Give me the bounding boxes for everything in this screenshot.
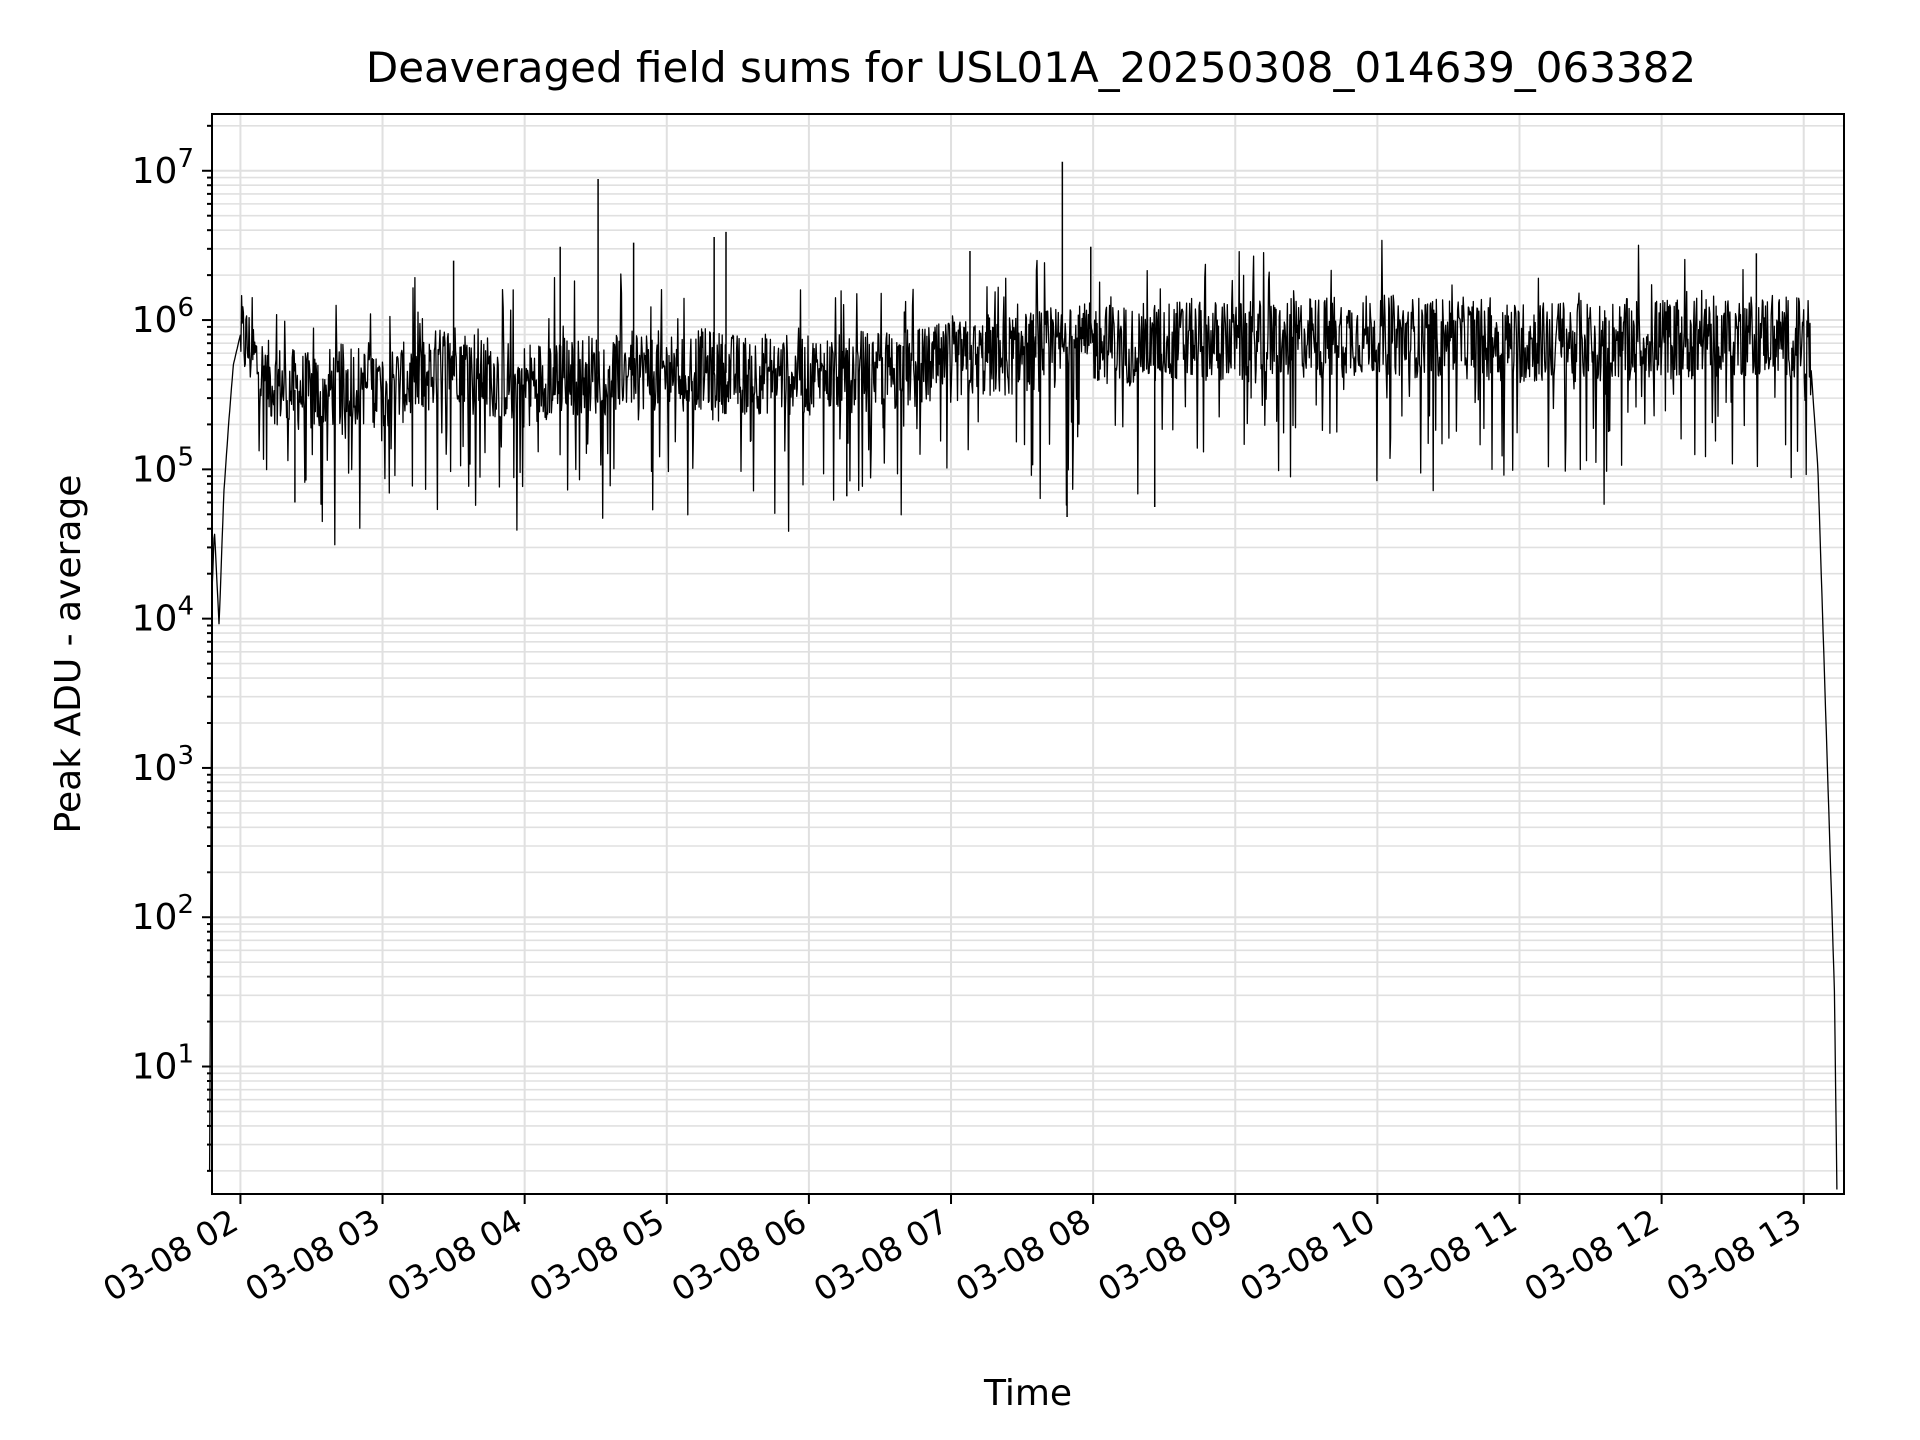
series-line — [208, 239, 1838, 1190]
y-tick-label: 104 — [132, 592, 194, 640]
chart-title: Deaveraged field sums for USL01A_2025030… — [366, 43, 1696, 92]
grid — [212, 114, 1844, 1194]
y-tick-label: 106 — [132, 293, 194, 341]
y-tick-label: 102 — [132, 890, 194, 938]
y-tick-label: 101 — [132, 1040, 194, 1088]
data-series — [208, 161, 1838, 1190]
y-axis: 101 102 103 104 105 106 107 — [132, 124, 212, 1172]
y-tick-label: 105 — [132, 442, 194, 490]
y-tick-label: 103 — [132, 741, 194, 789]
y-tick-label: 107 — [132, 144, 194, 192]
plot-frame — [211, 113, 1845, 1195]
y-axis-label: Peak ADU - average — [48, 475, 89, 834]
x-axis-label: Time — [983, 1373, 1072, 1414]
